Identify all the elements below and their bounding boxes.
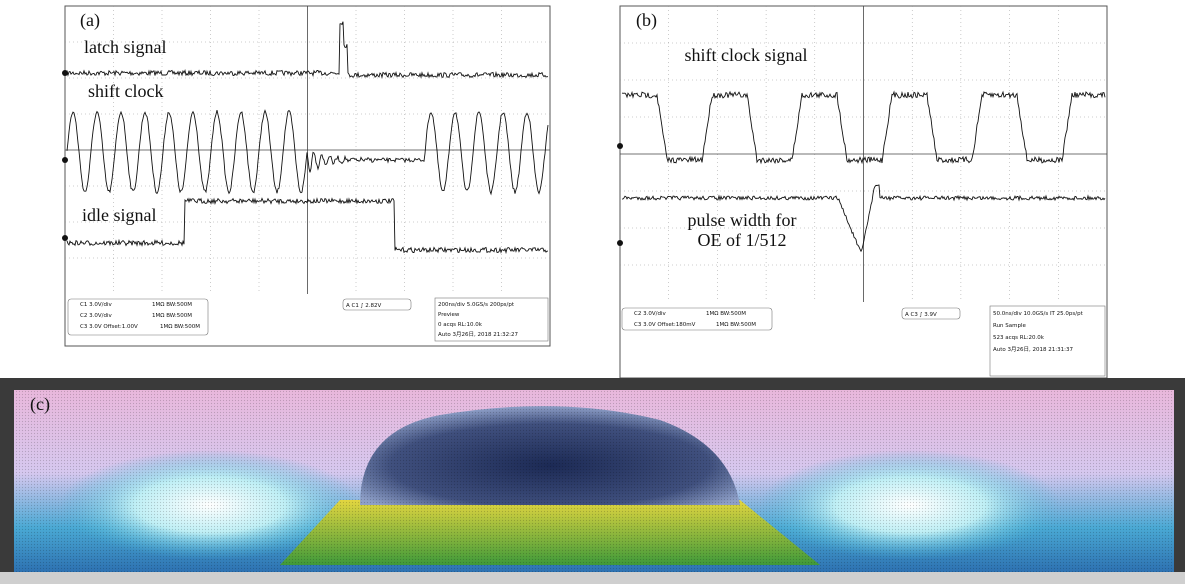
status-readout: 523 acqs RL:20.0k	[993, 335, 1045, 341]
channel-marker	[62, 157, 68, 163]
led-photo	[0, 378, 1185, 584]
status-readout: Auto 3月26日, 2018 21:32:27	[438, 331, 518, 338]
channel-setting: 1MΩ BW:500M	[152, 313, 192, 319]
waveform	[621, 184, 1106, 253]
status-readout: 50.0ns/div 10.0GS/s IT 25.0ps/pt	[993, 311, 1084, 317]
waveform	[621, 90, 1106, 165]
channel-marker	[617, 240, 623, 246]
annotation: pulse width for	[688, 210, 797, 230]
waveform	[66, 197, 549, 255]
waveform	[66, 109, 549, 196]
channel-marker	[62, 235, 68, 241]
channel-marker	[62, 70, 68, 76]
trigger-readout: A C3 ∫ 3.9V	[905, 312, 937, 318]
panel-label: (a)	[80, 10, 100, 31]
channel-readout: C3 3.0V Offset:1.00V	[80, 324, 138, 330]
annotation: shift clock signal	[685, 45, 808, 65]
channel-setting: 1MΩ BW:500M	[152, 302, 192, 308]
status-readout: Auto 3月26日, 2018 21:31:37	[993, 346, 1073, 353]
status-readout: 200ns/div 5.0GS/s 200ps/pt	[438, 302, 515, 308]
annotation: latch signal	[84, 37, 166, 57]
panel-label: (b)	[636, 10, 657, 31]
panel-label: (c)	[30, 394, 50, 415]
waveform	[66, 21, 549, 79]
channel-setting: 1MΩ BW:500M	[706, 311, 746, 317]
channel-readout: C1 3.0V/div	[80, 302, 112, 308]
channel-readout: C2 3.0V/div	[80, 313, 112, 319]
annotation: idle signal	[82, 205, 157, 225]
annotation: shift clock	[88, 81, 163, 101]
channel-setting: 1MΩ BW:500M	[160, 324, 200, 330]
waveforms	[62, 21, 1106, 255]
scope-grid	[65, 6, 550, 294]
status-readout: Preview	[438, 312, 460, 318]
status-readout: 0 acqs RL:10.0k	[438, 322, 483, 328]
scope-grid	[620, 6, 1107, 302]
channel-readout: C2 3.0V/div	[634, 311, 666, 317]
channel-marker	[617, 143, 623, 149]
annotation: OE of 1/512	[698, 230, 787, 250]
channel-setting: 1MΩ BW:500M	[716, 322, 756, 328]
channel-readout: C3 3.0V Offset:180mV	[634, 322, 696, 328]
status-readout: Run Sample	[993, 323, 1027, 329]
trigger-readout: A C1 ∫ 2.82V	[346, 303, 381, 309]
